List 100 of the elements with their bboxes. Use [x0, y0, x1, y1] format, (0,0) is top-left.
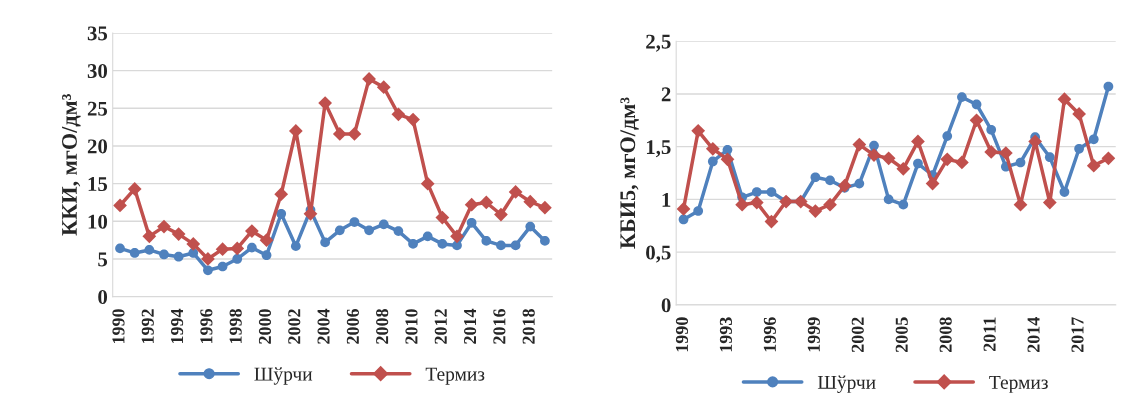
point	[393, 226, 404, 236]
point	[217, 261, 228, 272]
point	[852, 137, 867, 152]
point	[925, 176, 940, 191]
y-axis-title: ККИ, мгО/дм³	[62, 94, 81, 236]
point	[678, 214, 689, 225]
point	[232, 254, 243, 264]
point	[173, 251, 184, 262]
point	[510, 240, 521, 251]
y-tick-label: 0	[661, 298, 671, 313]
point	[1101, 151, 1116, 166]
x-tick-label: 2005	[895, 317, 908, 353]
point	[186, 237, 201, 251]
point	[766, 187, 777, 197]
y-tick-label: 15	[88, 177, 108, 192]
y-tick-label: 20	[87, 139, 108, 154]
point	[452, 240, 462, 251]
x-tick-label: 1994	[171, 308, 184, 344]
point	[957, 92, 967, 102]
point	[288, 124, 303, 138]
x-tick-label: 2017	[1071, 317, 1084, 353]
point	[144, 245, 155, 255]
point	[496, 240, 506, 251]
point	[998, 146, 1013, 160]
point	[376, 80, 391, 95]
y-tick-label: 2	[661, 87, 671, 102]
x-tick-label: 2004	[317, 308, 330, 344]
point	[115, 243, 125, 254]
point	[969, 113, 984, 128]
point	[693, 206, 704, 216]
y-tick-label: 0	[98, 290, 108, 305]
x-tick-label: 2000	[258, 309, 272, 344]
point	[215, 242, 230, 257]
point	[913, 158, 923, 169]
y-tick-label: 30	[87, 64, 108, 79]
point	[247, 242, 257, 253]
legend-label: Шўрчи	[254, 367, 313, 385]
point	[276, 208, 287, 219]
point	[203, 265, 213, 276]
point	[955, 155, 969, 170]
point	[705, 141, 720, 156]
x-tick-label: 2014	[1027, 317, 1040, 353]
point	[751, 187, 762, 197]
point	[494, 207, 508, 222]
point	[749, 195, 764, 210]
y-tick-label: 1	[662, 192, 671, 207]
x-tick-label: 1999	[807, 317, 820, 352]
point	[1074, 143, 1084, 154]
y-tick-label: 2,5	[646, 34, 671, 52]
point	[318, 96, 333, 110]
legend-label: Термиз	[425, 367, 485, 385]
x-tick-label: 1993	[719, 317, 732, 352]
point	[334, 225, 345, 236]
x-tick-label: 2011	[983, 317, 996, 352]
x-tick-label: 2002	[288, 309, 301, 344]
x-tick-label: 1992	[141, 309, 154, 344]
point	[942, 131, 953, 141]
point	[1044, 152, 1055, 163]
x-tick-label: 2008	[939, 317, 952, 353]
point	[171, 227, 186, 241]
point	[245, 224, 259, 238]
point	[971, 99, 982, 110]
point	[984, 145, 999, 159]
point	[479, 195, 494, 210]
point	[854, 178, 865, 189]
point	[362, 72, 376, 86]
x-tick-label: 2012	[434, 309, 447, 344]
point	[420, 176, 435, 191]
point	[940, 152, 955, 167]
point	[290, 241, 301, 252]
point	[481, 236, 492, 246]
point	[911, 134, 925, 149]
point	[1015, 157, 1026, 168]
point	[523, 194, 538, 209]
point	[113, 198, 127, 213]
y-axis-title: КБИ5, мгО/дм³	[620, 97, 639, 249]
point	[720, 152, 735, 167]
point	[735, 197, 749, 212]
x-tick-label: 1990	[112, 309, 125, 344]
point	[810, 172, 821, 183]
point	[259, 233, 274, 248]
point	[896, 161, 911, 176]
point	[274, 187, 289, 202]
point	[986, 124, 997, 135]
point	[898, 199, 909, 210]
y-tick-label: 10	[88, 214, 108, 229]
point	[159, 249, 169, 260]
x-tick-label: 2008	[376, 309, 389, 344]
x-tick-label: 2014	[463, 308, 477, 344]
point	[142, 229, 157, 244]
x-tick-label: 2018	[522, 309, 535, 344]
point	[808, 204, 823, 218]
point	[464, 197, 479, 212]
point	[676, 202, 691, 216]
point	[450, 229, 464, 244]
y-tick-label: 25	[87, 101, 108, 116]
point	[157, 219, 171, 234]
x-tick-label: 2006	[346, 308, 359, 344]
x-tick-label: 2002	[851, 317, 864, 353]
point	[1086, 158, 1101, 173]
